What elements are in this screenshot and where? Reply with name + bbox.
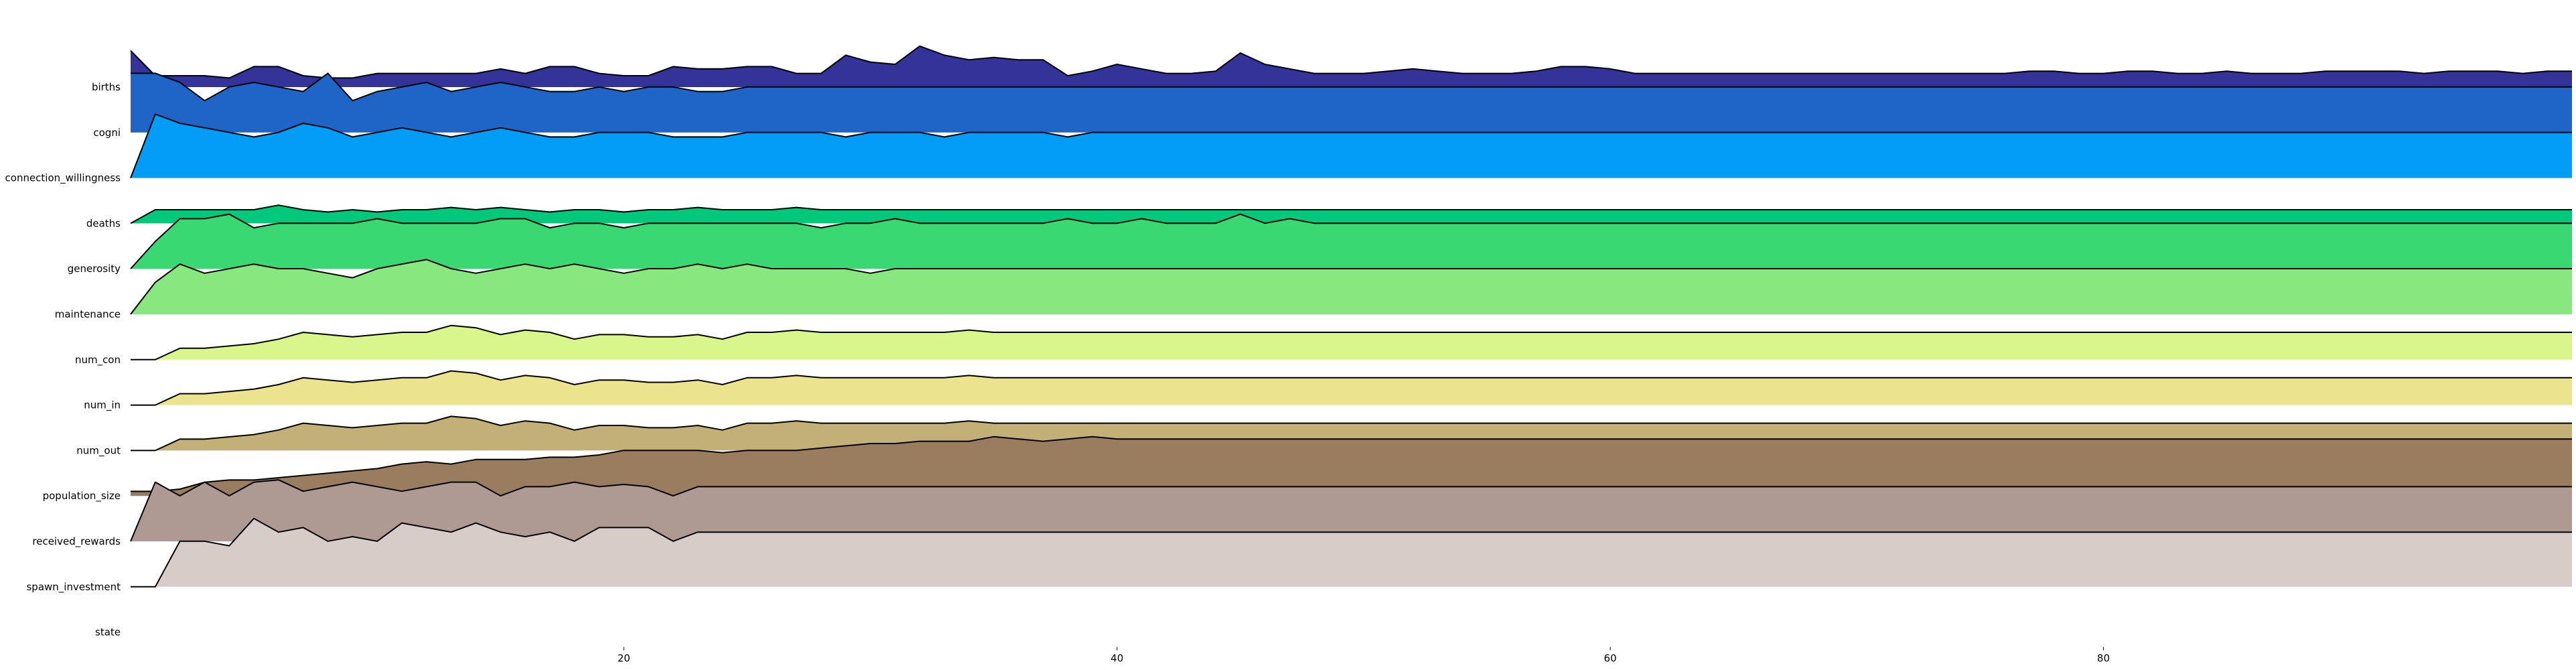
x-tick-label-80: 80 <box>2097 653 2110 665</box>
ridge-line-maintenance <box>130 259 2572 315</box>
row-label-state: state <box>95 626 121 639</box>
ridge-area-births <box>131 46 2572 87</box>
ridge-area-generosity <box>131 214 2572 269</box>
row-label-num-con: num_con <box>75 354 121 366</box>
ridge-line-num-out <box>131 415 2572 452</box>
ridge-line-generosity <box>130 213 2572 269</box>
row-label-births: births <box>92 81 121 93</box>
row-label-num-in: num_in <box>84 399 121 412</box>
ridge-line-num-con <box>131 324 2572 360</box>
x-axis: 20 40 60 80 <box>618 647 2110 665</box>
ridge-series-group <box>130 45 2572 588</box>
ridge-line-connection-willingness <box>130 113 2572 178</box>
ridge-line-num-in <box>131 370 2572 406</box>
row-label-generosity: generosity <box>68 263 121 275</box>
ridge-area-spawn-investment <box>131 518 2572 587</box>
ridge-line-births <box>130 45 2572 79</box>
ridge-area-connection-willingness <box>131 114 2572 178</box>
x-tick-label-20: 20 <box>618 653 630 665</box>
row-label-spawn-investment: spawn_investment <box>26 581 121 594</box>
row-label-deaths: deaths <box>86 217 121 229</box>
row-label-received-rewards: received_rewards <box>32 535 121 548</box>
ridge-line-spawn-investment <box>131 517 2572 588</box>
x-tick-label-40: 40 <box>1111 653 1123 665</box>
row-label-num-out: num_out <box>76 444 121 457</box>
row-label-cogni: cogni <box>93 127 121 139</box>
ridge-line-population-size <box>131 436 2572 492</box>
ridge-area-received-rewards <box>131 480 2572 541</box>
row-label-connection-willingness: connection_willingness <box>5 172 121 185</box>
ridge-area-cogni <box>131 73 2572 133</box>
ridge-line-deaths <box>130 204 2572 224</box>
row-label-population-size: population_size <box>43 490 121 503</box>
ridge-line-received-rewards <box>130 479 2572 542</box>
x-tick-label-60: 60 <box>1604 653 1617 665</box>
ridge-area-maintenance <box>131 259 2572 314</box>
ridge-area-num-in <box>131 371 2572 405</box>
row-label-maintenance: maintenance <box>55 308 121 320</box>
ridge-line-cogni <box>131 72 2572 102</box>
ridge-area-num-con <box>131 325 2572 360</box>
